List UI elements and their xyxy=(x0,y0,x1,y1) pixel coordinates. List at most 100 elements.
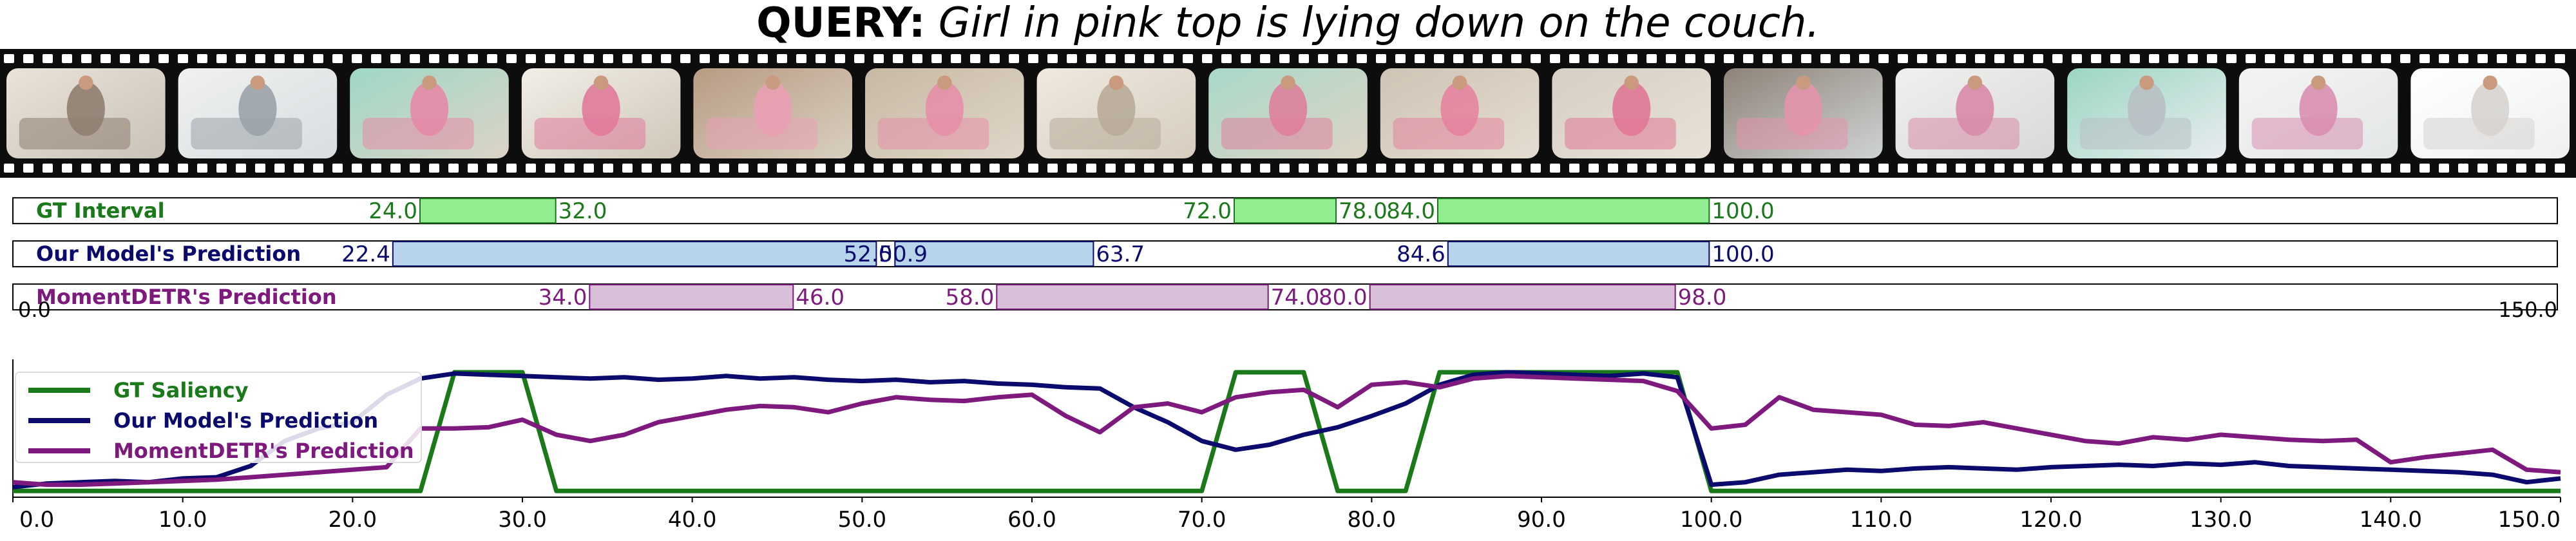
interval-row-label: GT Interval xyxy=(36,198,165,223)
sprocket-hole-bottom xyxy=(2072,164,2082,173)
interval-row: GT Interval 24.0 32.0 72.0 78.084.0 100.0 xyxy=(12,197,2558,224)
sprocket-hole-bottom xyxy=(1531,164,1541,173)
frame-figure-head xyxy=(250,75,265,90)
sprocket-hole-bottom xyxy=(274,164,285,173)
x-tick-label: 50.0 xyxy=(837,507,886,533)
sprocket-hole-bottom xyxy=(294,164,304,173)
interval-chart: GT Interval 24.0 32.0 72.0 78.084.0 100.0Our … xyxy=(12,197,2558,319)
frame-figure-head xyxy=(1796,75,1811,90)
sprocket-hole-top xyxy=(2246,54,2256,63)
sprocket-hole-top xyxy=(1009,54,1019,63)
sprocket-hole-bottom xyxy=(1357,164,1367,173)
sprocket-hole-bottom xyxy=(603,164,613,173)
saliency-line-chart: 0.0 10.0 20.0 30.0 40.0 50.0 60.0 70.0 80.0 90.0 1… xyxy=(12,359,2561,533)
sprocket-hole-top xyxy=(2226,54,2237,63)
frame-furniture xyxy=(19,118,131,149)
sprocket-hole-bottom xyxy=(1840,164,1850,173)
sprocket-hole-bottom xyxy=(1724,164,1734,173)
sprocket-hole-top xyxy=(738,54,749,63)
sprocket-hole-top xyxy=(1202,54,1212,63)
interval-data-label: 24.0 xyxy=(368,198,417,224)
sprocket-hole-bottom xyxy=(1144,164,1154,173)
x-tick-label: 70.0 xyxy=(1178,507,1226,533)
sprocket-hole-top xyxy=(1299,54,1309,63)
sprocket-hole-top xyxy=(2149,54,2159,63)
sprocket-hole-top xyxy=(410,54,420,63)
video-frame-dining-room xyxy=(1724,68,1883,158)
sprocket-hole-top xyxy=(1105,54,1116,63)
sprocket-hole-top xyxy=(2323,54,2333,63)
sprocket-hole-top xyxy=(448,54,459,63)
sprocket-hole-top xyxy=(1994,54,2005,63)
sprocket-hole-bottom xyxy=(796,164,806,173)
sprocket-hole-top xyxy=(1279,54,1290,63)
sprocket-hole-top xyxy=(564,54,575,63)
sprocket-hole-bottom xyxy=(1936,164,1947,173)
video-frame-bright-living-room xyxy=(2067,68,2226,158)
series-line xyxy=(12,374,2561,488)
sprocket-hole-top xyxy=(1318,54,1328,63)
interval-axis-end-label: 150.0 xyxy=(2498,298,2557,319)
interval-data-label: 46.0 xyxy=(796,285,844,310)
frame-furniture xyxy=(877,118,989,149)
frame-furniture xyxy=(2423,118,2535,149)
sprocket-hole-top xyxy=(1067,54,1077,63)
sprocket-hole-top xyxy=(332,54,343,63)
sprocket-hole-top xyxy=(371,54,381,63)
video-frame-girl-close-up xyxy=(693,68,852,158)
interval-data-label: 80.0 xyxy=(1319,285,1368,310)
sprocket-hole-top xyxy=(506,54,517,63)
frame-furniture xyxy=(1565,118,1676,149)
interval-bar xyxy=(894,241,1094,267)
interval-data-label: 34.0 xyxy=(539,285,587,310)
sprocket-hole-top xyxy=(255,54,265,63)
sprocket-hole-top xyxy=(1357,54,1367,63)
sprocket-hole-top xyxy=(835,54,845,63)
sprocket-hole-bottom xyxy=(2188,164,2198,173)
sprocket-hole-top xyxy=(2168,54,2179,63)
x-tick-label: 90.0 xyxy=(1517,507,1566,533)
frame-figure-head xyxy=(1452,75,1467,90)
video-frame-girl-by-couch xyxy=(350,68,509,158)
sprocket-hole-top xyxy=(1724,54,1734,63)
sprocket-hole-top xyxy=(1163,54,1174,63)
sprocket-hole-bottom xyxy=(1666,164,1676,173)
sprocket-hole-top xyxy=(1550,54,1560,63)
sprocket-hole-bottom xyxy=(738,164,749,173)
sprocket-hole-top xyxy=(2091,54,2101,63)
sprocket-hole-bottom xyxy=(1917,164,1927,173)
sprocket-hole-bottom xyxy=(1105,164,1116,173)
sprocket-hole-top xyxy=(661,54,671,63)
sprocket-hole-top xyxy=(758,54,768,63)
sprocket-hole-bottom xyxy=(139,164,149,173)
sprocket-hole-top xyxy=(2381,54,2391,63)
interval-data-label: 63.7 xyxy=(1096,242,1145,267)
sprocket-hole-bottom xyxy=(816,164,826,173)
sprocket-hole-top xyxy=(120,54,130,63)
sprocket-hole-bottom xyxy=(255,164,265,173)
sprocket-hole-bottom xyxy=(1337,164,1348,173)
interval-data-label: 72.0 xyxy=(1183,198,1232,224)
frame-furniture xyxy=(534,118,646,149)
sprocket-hole-bottom xyxy=(545,164,555,173)
sprocket-hole-top xyxy=(139,54,149,63)
sprocket-hole-bottom xyxy=(1260,164,1270,173)
sprocket-hole-bottom xyxy=(1125,164,1135,173)
sprocket-hole-top xyxy=(2535,54,2546,63)
sprocket-hole-bottom xyxy=(1492,164,1502,173)
sprocket-hole-bottom xyxy=(1569,164,1579,173)
sprocket-hole-bottom xyxy=(2110,164,2121,173)
x-tick-label: 150.0 xyxy=(2498,507,2561,533)
series-line xyxy=(12,370,2561,489)
sprocket-hole-bottom xyxy=(873,164,884,173)
sprocket-hole-top xyxy=(2033,54,2043,63)
sprocket-hole-bottom xyxy=(1550,164,1560,173)
frame-figure-head xyxy=(1967,75,1983,90)
sprocket-hole-top xyxy=(603,54,613,63)
sprocket-hole-bottom xyxy=(1646,164,1657,173)
interval-data-label: 100.0 xyxy=(1712,198,1774,224)
sprocket-hole-top xyxy=(81,54,91,63)
sprocket-hole-bottom xyxy=(912,164,922,173)
sprocket-hole-top xyxy=(1260,54,1270,63)
sprocket-hole-bottom xyxy=(2091,164,2101,173)
